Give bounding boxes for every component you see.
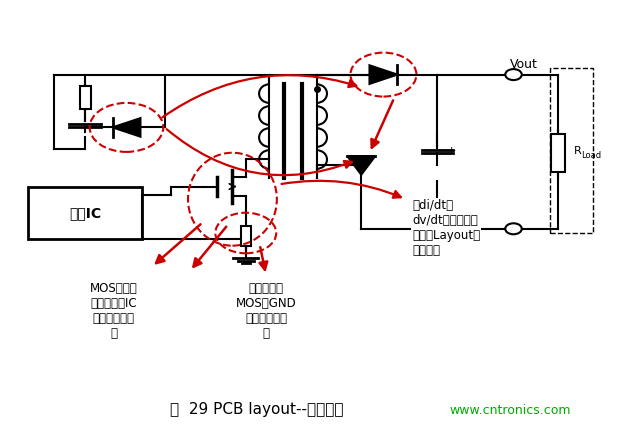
Circle shape (505, 69, 522, 80)
Circle shape (505, 223, 522, 234)
Text: Load: Load (581, 151, 602, 160)
Bar (551, 134, 565, 172)
Polygon shape (348, 156, 375, 175)
Text: www.cntronics.com: www.cntronics.com (449, 404, 571, 417)
Text: +: + (447, 146, 456, 156)
Text: 控制IC: 控制IC (69, 206, 101, 220)
Bar (79, 86, 91, 110)
Text: 图  29 PCB layout--高频走线: 图 29 PCB layout--高频走线 (170, 402, 343, 417)
Polygon shape (113, 118, 140, 137)
Text: 高di/dt、
dv/dt，引线尽可
能短，Layout避
免走直角: 高di/dt、 dv/dt，引线尽可 能短，Layout避 免走直角 (412, 199, 480, 257)
Bar (241, 226, 250, 246)
Text: Vout: Vout (510, 57, 538, 71)
Polygon shape (369, 65, 397, 84)
Bar (28, 187, 142, 239)
Text: MOS和检流
电阻到控制IC
距离应尽可能
短: MOS和检流 电阻到控制IC 距离应尽可能 短 (90, 282, 138, 339)
Text: R: R (574, 146, 582, 156)
Text: 检流电阻与
MOS和GND
的距离尽可能
短: 检流电阻与 MOS和GND 的距离尽可能 短 (236, 282, 296, 339)
Bar (550, 68, 593, 233)
